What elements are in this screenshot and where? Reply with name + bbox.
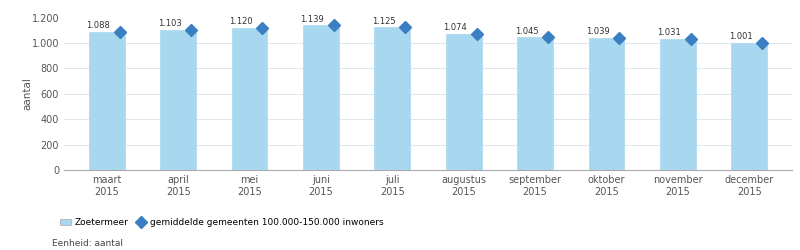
Text: 1.039: 1.039 — [586, 28, 610, 36]
Bar — [374, 27, 410, 170]
Text: 1.088: 1.088 — [86, 21, 110, 30]
Y-axis label: aantal: aantal — [22, 77, 32, 110]
Bar — [589, 38, 624, 170]
Text: 1.045: 1.045 — [514, 27, 538, 36]
Text: 1.074: 1.074 — [443, 23, 467, 32]
Bar — [660, 39, 696, 170]
Bar — [303, 25, 338, 170]
Text: 1.103: 1.103 — [158, 19, 182, 28]
Text: 1.125: 1.125 — [372, 16, 395, 26]
Bar — [89, 32, 125, 170]
Legend: Zoetermeer, gemiddelde gemeenten 100.000-150.000 inwoners: Zoetermeer, gemiddelde gemeenten 100.000… — [57, 214, 387, 230]
Text: 1.001: 1.001 — [729, 32, 753, 41]
Text: 1.120: 1.120 — [229, 17, 253, 26]
Bar — [518, 37, 553, 170]
Text: Eenheid: aantal: Eenheid: aantal — [52, 238, 123, 248]
Bar — [731, 43, 767, 170]
Bar — [446, 34, 482, 170]
Bar — [160, 30, 196, 170]
Text: 1.139: 1.139 — [301, 15, 324, 24]
Text: 1.031: 1.031 — [658, 28, 681, 38]
Bar — [232, 28, 267, 170]
